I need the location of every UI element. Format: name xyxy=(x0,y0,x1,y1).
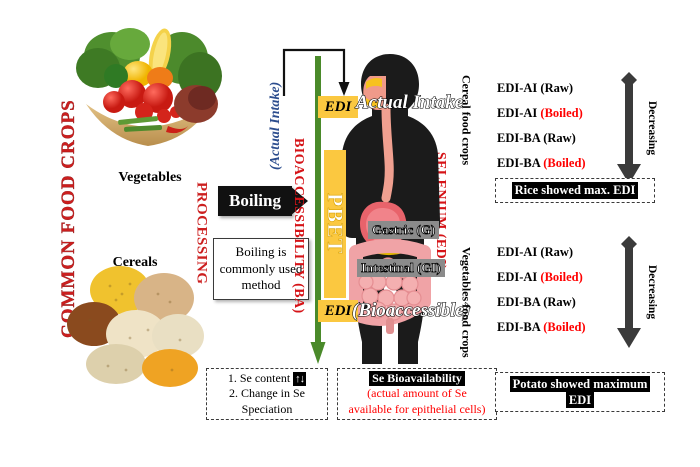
list-item: EDI-AI (Raw) xyxy=(497,245,574,259)
list-item: EDI-AI (Boiled) xyxy=(497,106,583,120)
bioaccessibility-green-arrow xyxy=(310,56,326,364)
human-digestive-figure xyxy=(339,54,441,364)
boiling-button[interactable]: Boiling xyxy=(218,186,310,216)
list-item: EDI-AI (Boiled) xyxy=(497,270,583,284)
se-change-line2: 2. Change in Se xyxy=(229,386,305,401)
pbet-chip: PBET xyxy=(323,150,348,298)
boiling-arrow-head xyxy=(290,186,308,216)
bioaccessible-overlay-label: (Bioaccessible) xyxy=(351,299,471,321)
list-item: EDI-BA (Boiled) xyxy=(497,156,586,170)
boiling-button-label: Boiling xyxy=(218,186,292,216)
vegetables-photo xyxy=(76,28,222,146)
gastric-label: Gastric (G) xyxy=(368,221,440,239)
vegetables-edi-list: EDI-AI (Raw) EDI-AI (Boiled) EDI-BA (Raw… xyxy=(497,240,625,340)
se-change-box: 1. Se content ↑↓ 2. Change in Se Speciat… xyxy=(206,368,328,420)
bioaccessibility-axis-label: BIOACCESSIBILITY (BA) xyxy=(291,138,306,314)
se-change-line1: 1. Se content ↑↓ xyxy=(227,370,307,386)
cereal-edi-list: EDI-AI (Raw) EDI-AI (Boiled) EDI-BA (Raw… xyxy=(497,76,625,176)
cereal-trend-label: Decreasing xyxy=(646,100,658,156)
cereals-photo xyxy=(67,266,204,387)
cereals-caption: Cereals xyxy=(112,255,158,270)
list-item: EDI-BA (Boiled) xyxy=(497,320,586,334)
potato-conclusion-line2: EDI xyxy=(565,392,595,409)
se-bioavailability-box: Se Bioavailability (actual amount of Se … xyxy=(337,368,497,420)
potato-conclusion-box: Potato showed maximum EDI xyxy=(495,372,665,412)
rice-conclusion-text: Rice showed max. EDI xyxy=(511,182,639,199)
se-bioavailability-title: Se Bioavailability xyxy=(369,370,465,387)
se-bioavailability-sub1: (actual amount of Se xyxy=(367,386,467,401)
vegetables-trend-label: Decreasing xyxy=(646,264,658,320)
vegetables-food-crops-group-label: Vegetables food crops xyxy=(459,246,474,358)
intake-connector-arrow xyxy=(282,48,350,96)
rice-conclusion-box: Rice showed max. EDI xyxy=(495,178,655,203)
se-change-line3: Speciation xyxy=(241,401,293,416)
vegetables-caption: Vegetables xyxy=(118,170,182,185)
se-updown-icon: ↑↓ xyxy=(293,371,307,386)
cereal-decreasing-arrow: Decreasing xyxy=(615,72,675,184)
vegetables-decreasing-arrow: Decreasing xyxy=(615,236,675,348)
se-bioavailability-sub2: available for epithelial cells) xyxy=(348,401,486,416)
edi-chip-bottom: EDI xyxy=(318,300,358,322)
cereal-food-crops-group-label: Cereal food crops xyxy=(459,74,474,166)
potato-conclusion-line1: Potato showed maximum xyxy=(509,375,651,392)
list-item: EDI-BA (Raw) xyxy=(497,131,576,145)
list-item: EDI-BA (Raw) xyxy=(497,295,576,309)
edi-chip-top: EDI xyxy=(318,96,358,118)
list-item: EDI-AI (Raw) xyxy=(497,81,574,95)
boiling-note-box: Boiling is commonly used method xyxy=(213,238,309,300)
processing-axis-label: PROCESSING xyxy=(193,181,210,285)
intestinal-label: Intestinal (GI) xyxy=(357,259,445,277)
actual-intake-overlay-label: Actual Intake xyxy=(355,91,464,113)
